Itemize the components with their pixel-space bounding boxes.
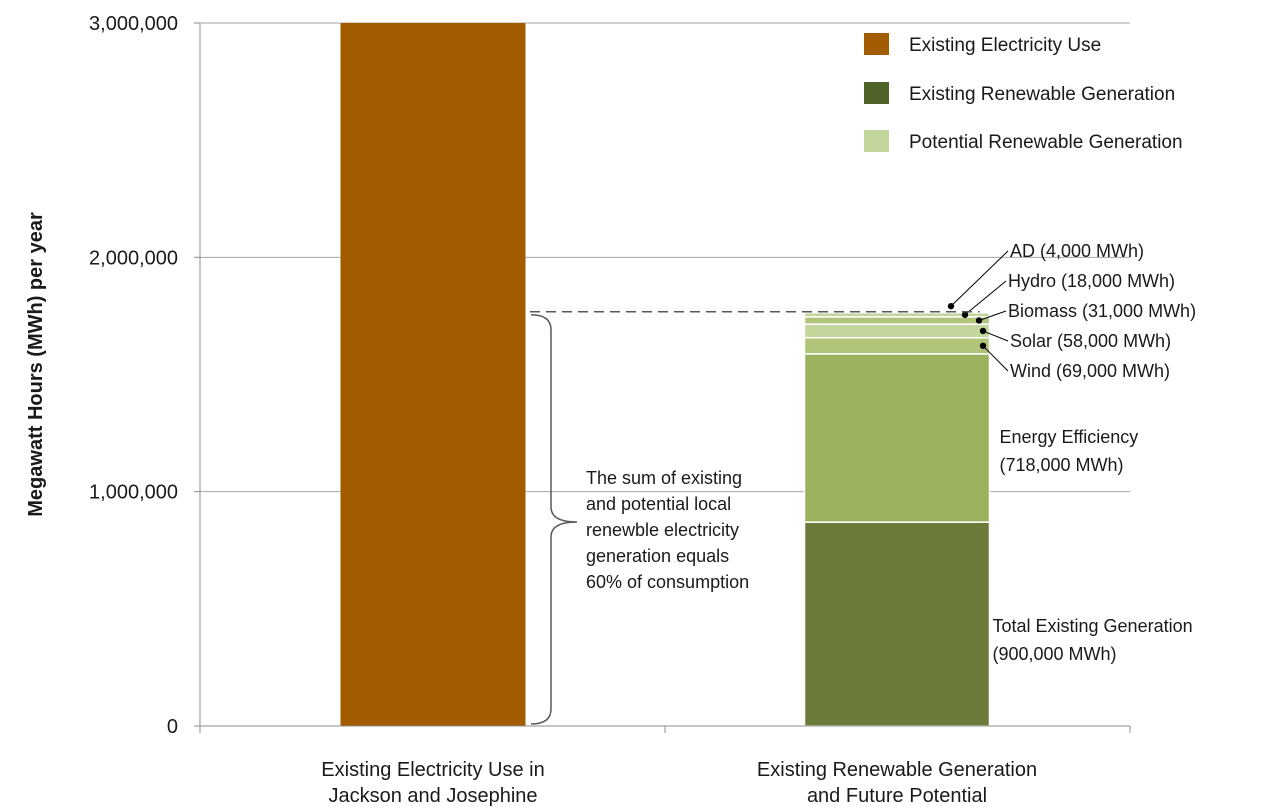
bracket-annotation-text: 60% of consumption [586, 572, 749, 592]
bar-segment [340, 23, 526, 726]
segment-label: Wind (69,000 MWh) [1010, 361, 1170, 381]
x-category-label: Existing Renewable Generation [757, 759, 1037, 781]
segment-label: AD (4,000 MWh) [1010, 241, 1144, 261]
bar-segment [803, 336, 991, 355]
x-category-label: Jackson and Josephine [328, 785, 537, 807]
bar-segment [803, 316, 991, 325]
segment-label: Total Existing Generation [993, 616, 1193, 636]
y-tick-label: 3,000,000 [89, 13, 178, 35]
curly-brace [530, 313, 578, 725]
leader-line [964, 280, 1007, 316]
bar-segment [803, 353, 991, 523]
segment-label: Biomass (31,000 MWh) [1008, 301, 1196, 321]
leader-line [982, 345, 1009, 372]
leader-line [950, 250, 1009, 307]
y-tick-label: 1,000,000 [89, 482, 178, 504]
legend-label: Existing Renewable Generation [909, 84, 1175, 105]
bar-segment [803, 521, 991, 727]
segment-label: (900,000 MWh) [993, 644, 1117, 664]
bracket-annotation-text: The sum of existing [586, 468, 742, 488]
legend-swatch [864, 33, 889, 55]
segment-label: Hydro (18,000 MWh) [1008, 271, 1175, 291]
leader-line [978, 310, 1007, 321]
legend-label: Existing Electricity Use [909, 35, 1101, 56]
segment-label: Solar (58,000 MWh) [1010, 331, 1171, 351]
x-category-label: Existing Electricity Use in [321, 759, 544, 781]
legend-label: Potential Renewable Generation [909, 132, 1183, 153]
bar-segment [803, 323, 991, 339]
x-category-label: and Future Potential [807, 785, 987, 807]
legend-swatch [864, 130, 889, 152]
bracket-annotation-text: renewble electricity [586, 520, 739, 540]
segment-label: (718,000 MWh) [1000, 455, 1124, 475]
y-tick-label: 0 [167, 716, 178, 738]
y-axis-label: Megawatt Hours (MWh) per year [25, 212, 47, 517]
legend-swatch [864, 82, 889, 104]
y-tick-label: 2,000,000 [89, 247, 178, 269]
bracket-annotation-text: and potential local [586, 494, 731, 514]
bar-segment [803, 310, 991, 314]
bracket-annotation-text: generation equals [586, 546, 729, 566]
segment-label: Energy Efficiency [1000, 427, 1139, 447]
leader-line [982, 330, 1009, 342]
